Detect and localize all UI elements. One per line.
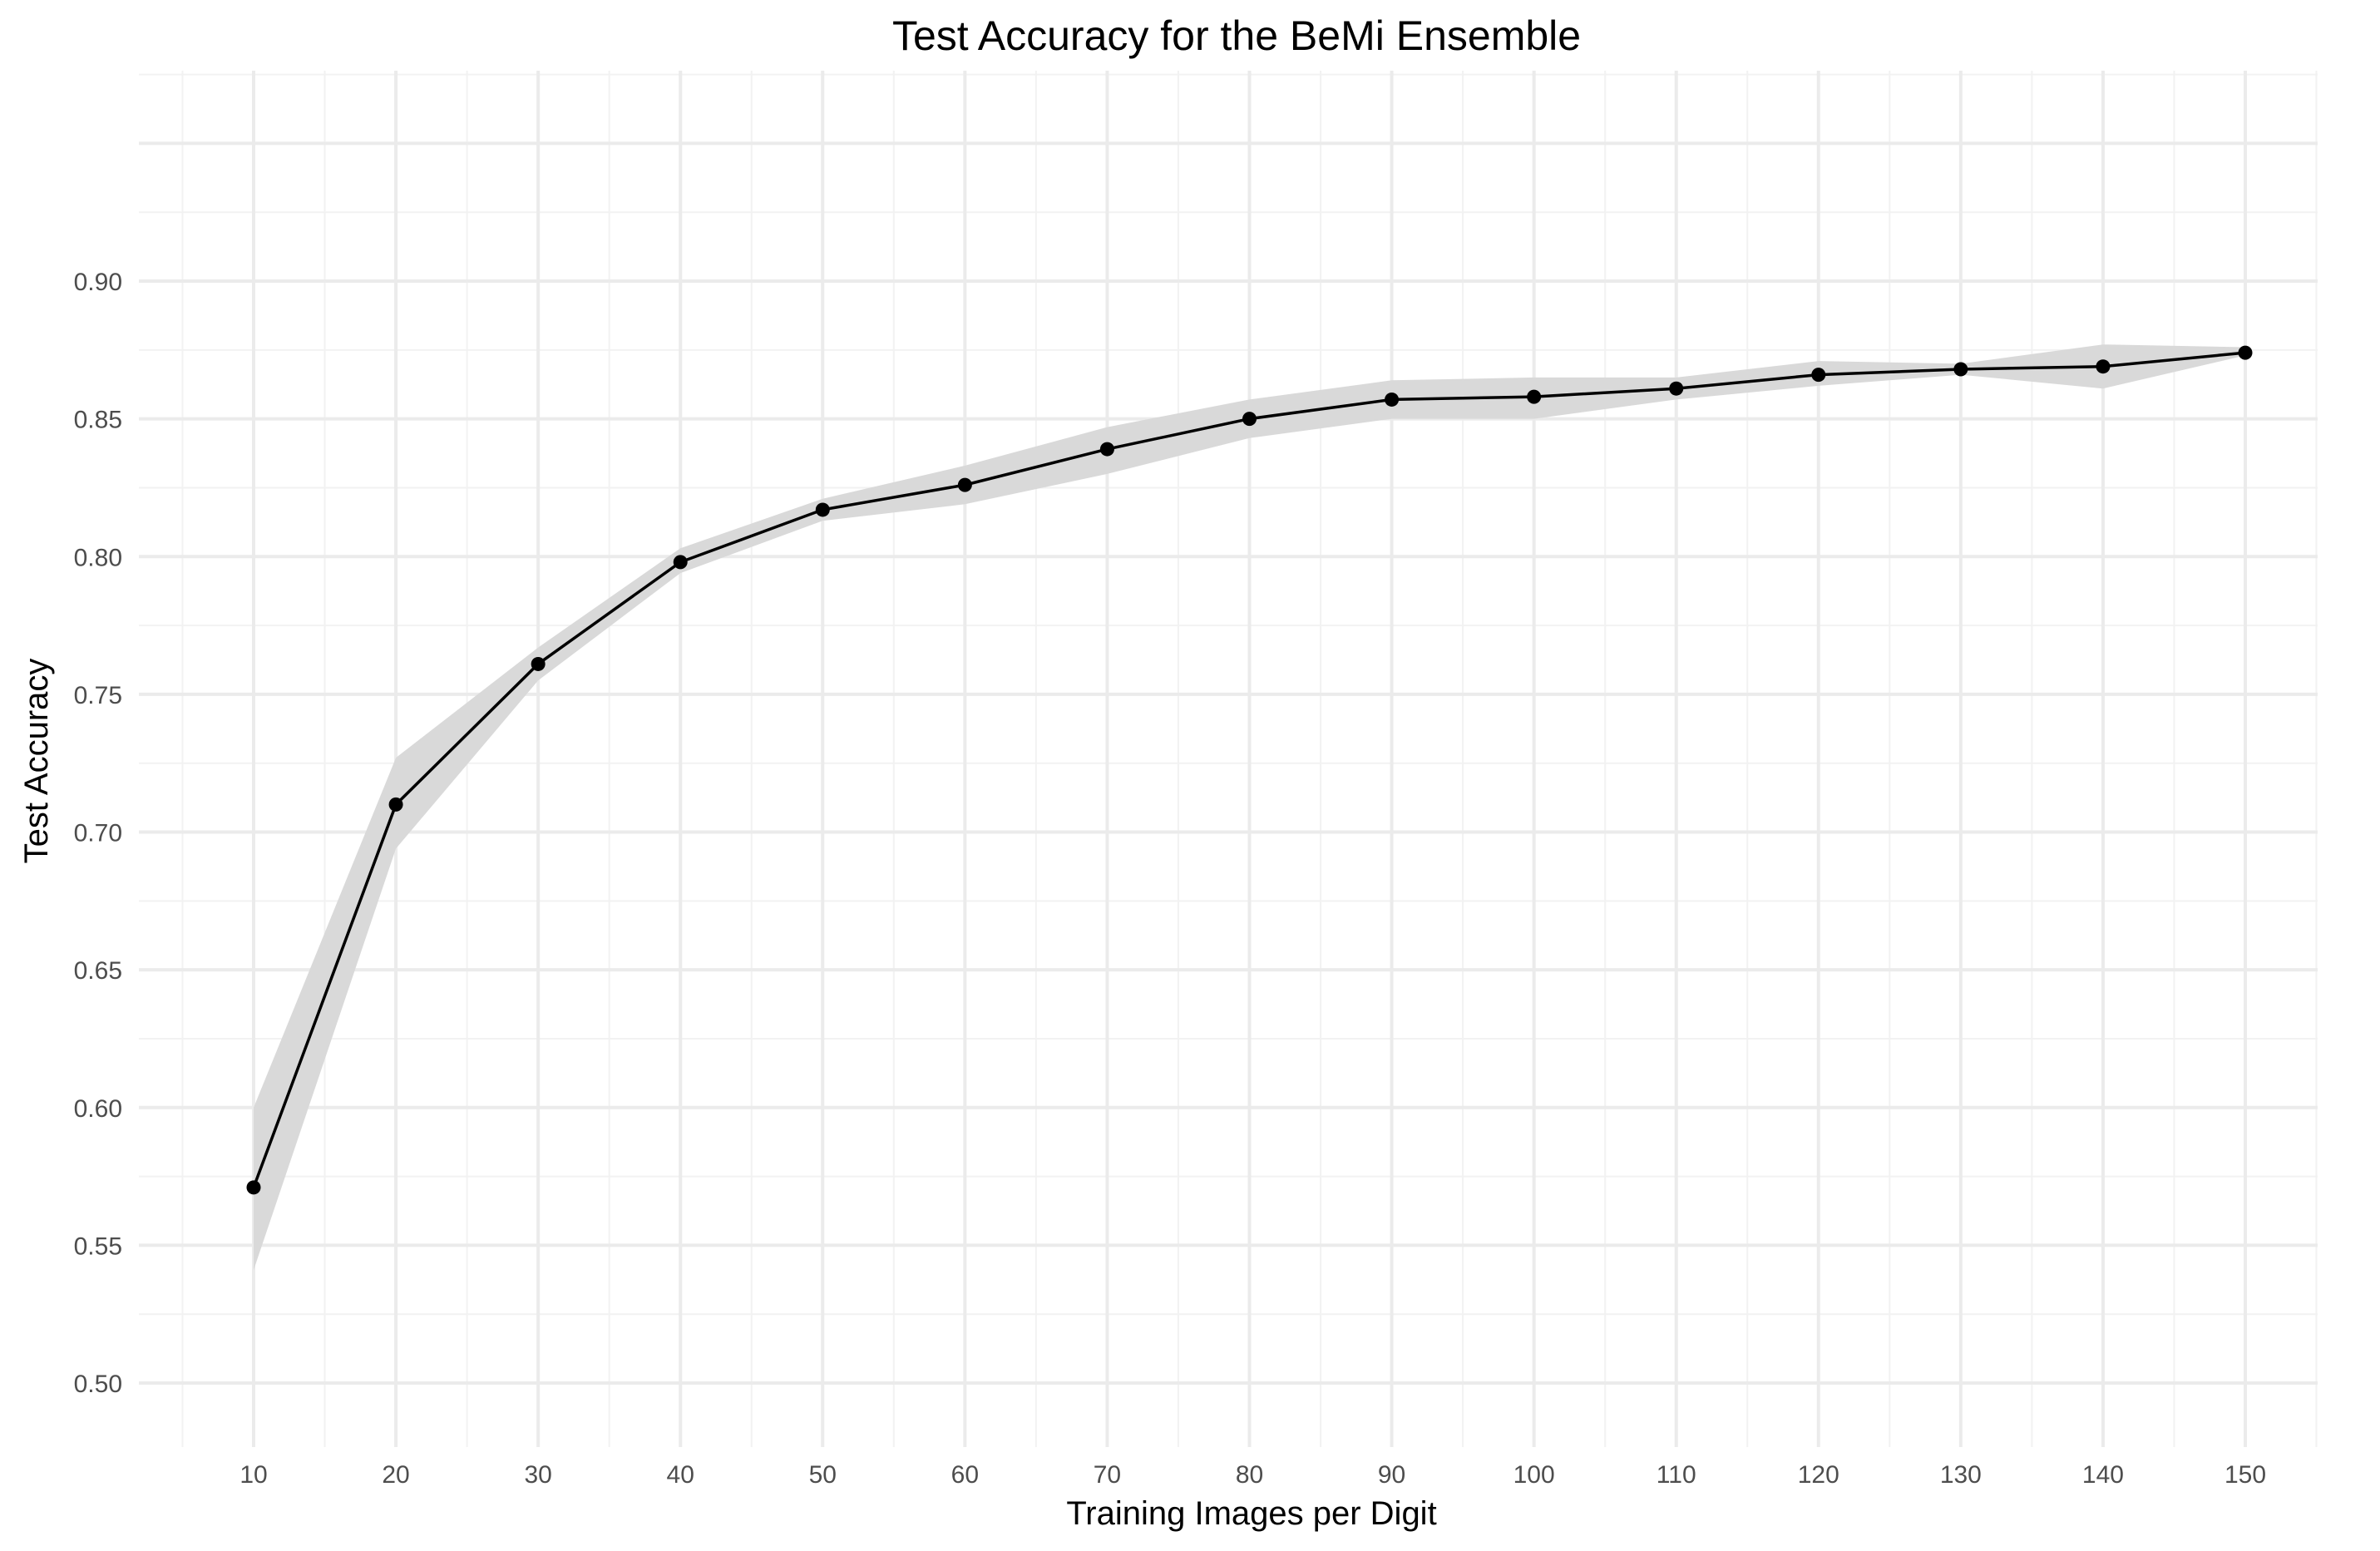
x-tick-label: 50 bbox=[809, 1461, 837, 1489]
x-tick-label: 30 bbox=[524, 1461, 551, 1489]
data-point bbox=[1953, 362, 1968, 377]
data-point bbox=[1811, 368, 1826, 383]
y-axis-title: Test Accuracy bbox=[18, 659, 55, 864]
x-tick-label: 90 bbox=[1378, 1461, 1405, 1489]
x-axis-title: Training Images per Digit bbox=[1066, 1495, 1436, 1532]
major-gridlines bbox=[139, 71, 2318, 1447]
minor-gridlines bbox=[139, 71, 2318, 1447]
y-tick-label: 0.55 bbox=[74, 1232, 122, 1260]
y-tick-label: 0.75 bbox=[74, 682, 122, 709]
y-tick-label: 0.90 bbox=[74, 269, 122, 296]
data-point bbox=[531, 656, 546, 671]
x-tick-label: 20 bbox=[382, 1461, 409, 1489]
x-tick-label: 130 bbox=[1940, 1461, 1982, 1489]
data-point bbox=[2238, 345, 2253, 360]
x-tick-label: 150 bbox=[2224, 1461, 2266, 1489]
x-tick-label: 80 bbox=[1236, 1461, 1263, 1489]
data-point bbox=[1385, 392, 1400, 407]
data-point bbox=[1099, 442, 1114, 457]
y-tick-label: 0.85 bbox=[74, 407, 122, 434]
x-tick-label: 40 bbox=[667, 1461, 694, 1489]
y-tick-labels: 0.50 0.55 0.60 0.65 0.70 0.75 0.80 0.85 0.90 bbox=[74, 269, 122, 1398]
x-tick-label: 70 bbox=[1094, 1461, 1121, 1489]
data-point bbox=[246, 1180, 261, 1195]
x-tick-label: 10 bbox=[239, 1461, 267, 1489]
data-point bbox=[673, 555, 688, 570]
data-point bbox=[957, 477, 972, 492]
x-tick-label: 60 bbox=[951, 1461, 979, 1489]
y-tick-label: 0.65 bbox=[74, 957, 122, 985]
y-tick-label: 0.50 bbox=[74, 1371, 122, 1398]
y-tick-label: 0.70 bbox=[74, 820, 122, 847]
y-tick-label: 0.60 bbox=[74, 1095, 122, 1123]
x-tick-labels: 10 20 30 40 50 60 70 80 90 100 110 120 130 140 150 bbox=[239, 1461, 2266, 1489]
data-point bbox=[815, 502, 830, 517]
x-tick-label: 100 bbox=[1513, 1461, 1555, 1489]
data-points-layer bbox=[246, 345, 2253, 1195]
x-tick-label: 120 bbox=[1798, 1461, 1839, 1489]
data-point bbox=[1527, 389, 1542, 404]
x-tick-label: 110 bbox=[1657, 1461, 1696, 1489]
data-point bbox=[1669, 381, 1684, 396]
data-point bbox=[2096, 359, 2111, 374]
chart-title: Test Accuracy for the BeMi Ensemble bbox=[892, 12, 1581, 59]
x-tick-label: 140 bbox=[2082, 1461, 2124, 1489]
data-point bbox=[388, 797, 403, 812]
y-tick-label: 0.80 bbox=[74, 544, 122, 571]
data-point bbox=[1242, 412, 1257, 427]
